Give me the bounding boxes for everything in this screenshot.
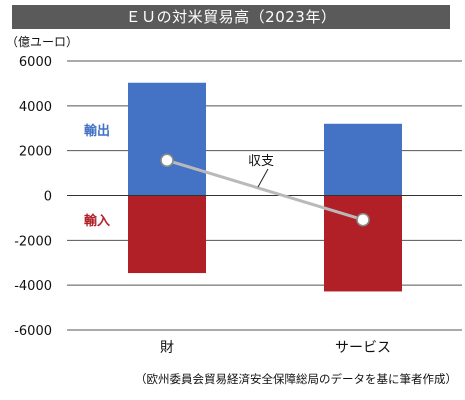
bar-import-0: [128, 195, 206, 274]
y-tick-label: -4000: [14, 279, 52, 294]
export-series-label: 輸出: [84, 123, 110, 139]
balance-point: [160, 153, 174, 168]
y-tick-label: -6000: [14, 324, 52, 339]
import-series-label: 輸入: [84, 213, 110, 229]
chart-title: ＥＵの対米貿易高（2023年）: [125, 8, 337, 26]
balance-label-leader: [257, 168, 269, 188]
x-category-label: サービス: [335, 340, 391, 356]
y-tick-label: 4000: [19, 100, 52, 115]
y-tick-label: -2000: [14, 234, 52, 249]
title-bar: ＥＵの対米貿易高（2023年）: [12, 5, 450, 29]
bar-export-1: [324, 123, 402, 196]
y-tick-label: 2000: [19, 145, 52, 160]
balance-line: [166, 158, 364, 222]
source-note: （欧州委員会貿易経済安全保障総局のデータを基に筆者作成）: [135, 372, 457, 386]
balance-point: [356, 212, 370, 227]
y-tick-label: 0: [44, 190, 52, 205]
balance-series-label: 収支: [248, 154, 274, 169]
y-axis-unit: （億ユーロ）: [6, 35, 79, 49]
bar-export-0: [128, 82, 206, 196]
y-tick-label: 6000: [19, 55, 52, 70]
x-category-label: 財: [160, 340, 174, 356]
